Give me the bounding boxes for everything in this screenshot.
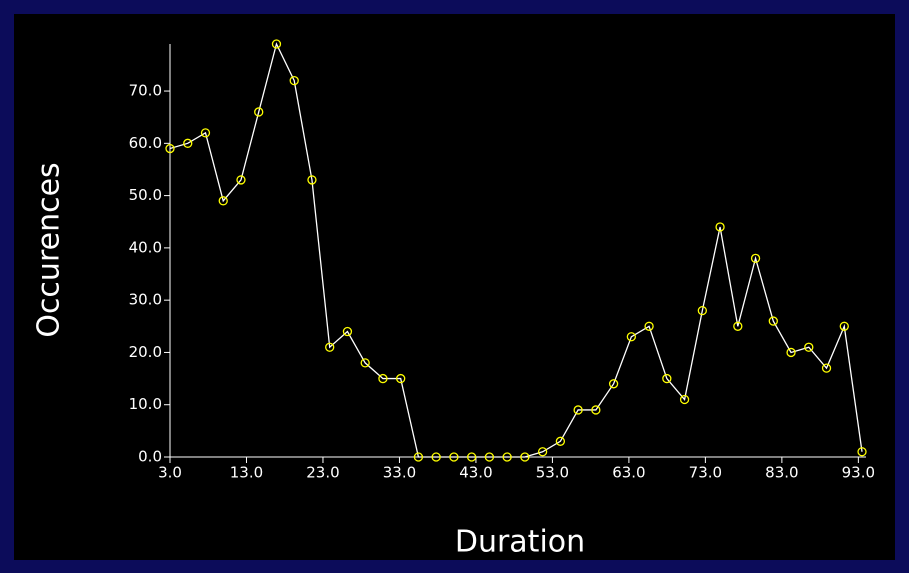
data-point bbox=[520, 452, 530, 462]
data-point bbox=[804, 342, 814, 352]
data-point bbox=[502, 452, 512, 462]
data-point bbox=[626, 332, 636, 342]
y-tick-label: 40.0 bbox=[129, 238, 162, 256]
data-point bbox=[697, 305, 707, 316]
data-point bbox=[768, 316, 778, 326]
x-tick-label: 83.0 bbox=[765, 464, 798, 482]
y-tick-label: 60.0 bbox=[129, 134, 162, 152]
data-point bbox=[786, 347, 796, 358]
data-point bbox=[218, 196, 228, 206]
data-point bbox=[857, 447, 867, 457]
data-point bbox=[555, 436, 566, 446]
data-point bbox=[537, 447, 548, 457]
y-tick-label: 0.0 bbox=[138, 448, 162, 466]
y-axis-label: Occurences bbox=[32, 162, 67, 337]
x-tick-label: 3.0 bbox=[158, 464, 182, 482]
x-tick-label: 23.0 bbox=[306, 464, 339, 482]
data-point bbox=[200, 128, 211, 138]
x-axis-label: Duration bbox=[455, 525, 585, 560]
x-tick-label: 53.0 bbox=[536, 464, 569, 482]
x-tick-label: 43.0 bbox=[459, 464, 492, 482]
y-tick-label: 20.0 bbox=[129, 343, 162, 361]
data-point bbox=[573, 405, 583, 415]
data-point bbox=[289, 75, 299, 86]
y-tick-label: 30.0 bbox=[129, 291, 162, 309]
data-point bbox=[254, 107, 264, 117]
data-point bbox=[449, 452, 459, 462]
data-point bbox=[307, 175, 317, 185]
data-point bbox=[839, 321, 849, 331]
data-point bbox=[396, 373, 406, 384]
data-point bbox=[750, 253, 761, 263]
x-tick-label: 73.0 bbox=[689, 464, 722, 482]
data-point bbox=[378, 373, 388, 384]
x-tick-label: 13.0 bbox=[230, 464, 263, 482]
data-point bbox=[431, 452, 441, 462]
data-point bbox=[821, 363, 832, 373]
data-point bbox=[467, 452, 477, 462]
data-point bbox=[165, 143, 175, 154]
data-point bbox=[591, 405, 601, 415]
x-tick-label: 93.0 bbox=[842, 464, 875, 482]
data-point bbox=[715, 222, 725, 232]
y-tick-label: 10.0 bbox=[129, 395, 162, 413]
data-point bbox=[236, 175, 246, 185]
data-point bbox=[608, 379, 619, 389]
data-point bbox=[183, 138, 193, 148]
y-tick-label: 70.0 bbox=[129, 82, 162, 100]
data-line bbox=[169, 42, 863, 458]
x-tick-label: 33.0 bbox=[383, 464, 416, 482]
data-point bbox=[679, 394, 690, 405]
data-point bbox=[271, 39, 282, 49]
data-point bbox=[733, 321, 743, 331]
data-point bbox=[325, 342, 335, 352]
data-point bbox=[360, 358, 370, 368]
x-tick-label: 63.0 bbox=[612, 464, 645, 482]
y-tick-label: 50.0 bbox=[129, 186, 162, 204]
data-point bbox=[484, 452, 495, 462]
data-point bbox=[413, 452, 424, 462]
data-point bbox=[644, 321, 654, 331]
data-point bbox=[342, 326, 353, 337]
data-point bbox=[662, 373, 672, 384]
